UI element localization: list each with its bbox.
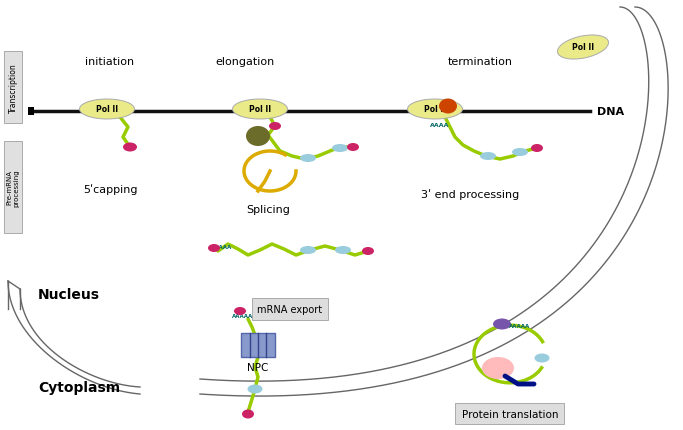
- Text: AAAAA: AAAAA: [510, 324, 531, 329]
- Ellipse shape: [557, 36, 609, 60]
- Text: Pol II: Pol II: [96, 105, 118, 114]
- Text: Splicing: Splicing: [246, 205, 290, 215]
- Text: Pol II: Pol II: [249, 105, 271, 114]
- Ellipse shape: [300, 246, 316, 255]
- FancyBboxPatch shape: [4, 52, 22, 124]
- FancyBboxPatch shape: [456, 404, 565, 424]
- Ellipse shape: [269, 123, 281, 131]
- Ellipse shape: [362, 247, 374, 255]
- Text: Transcription: Transcription: [8, 63, 18, 113]
- Ellipse shape: [512, 149, 528, 157]
- Text: AAAA: AAAA: [430, 123, 449, 128]
- Ellipse shape: [332, 144, 348, 153]
- Ellipse shape: [480, 153, 496, 161]
- Text: AAAAA: AAAAA: [232, 314, 253, 319]
- Bar: [28, 108, 34, 116]
- FancyBboxPatch shape: [241, 333, 275, 357]
- Ellipse shape: [493, 319, 511, 330]
- Text: Nucleus: Nucleus: [38, 287, 100, 301]
- Ellipse shape: [234, 307, 246, 315]
- Ellipse shape: [535, 354, 550, 362]
- Text: Pre-mRNA
processing: Pre-mRNA processing: [7, 169, 20, 206]
- Ellipse shape: [347, 144, 359, 152]
- Text: 3ʹ end processing: 3ʹ end processing: [421, 189, 519, 200]
- Ellipse shape: [247, 384, 262, 393]
- Text: DNA: DNA: [597, 107, 624, 117]
- Text: 5ʹcapping: 5ʹcapping: [83, 184, 137, 195]
- Text: mRNA export: mRNA export: [257, 304, 322, 314]
- Text: Protein translation: Protein translation: [462, 409, 558, 419]
- Ellipse shape: [531, 144, 543, 153]
- Ellipse shape: [408, 100, 462, 120]
- Ellipse shape: [246, 127, 270, 147]
- Text: NPC: NPC: [247, 362, 268, 372]
- Text: termination: termination: [447, 57, 512, 67]
- Ellipse shape: [123, 143, 137, 152]
- FancyBboxPatch shape: [252, 298, 328, 320]
- Ellipse shape: [482, 357, 514, 379]
- FancyBboxPatch shape: [4, 141, 22, 233]
- Ellipse shape: [300, 155, 316, 163]
- Text: Pol II: Pol II: [424, 105, 446, 114]
- Text: AAAAA: AAAAA: [211, 245, 233, 250]
- Ellipse shape: [439, 99, 457, 114]
- Text: elongation: elongation: [215, 57, 275, 67]
- Text: Pol II: Pol II: [572, 43, 594, 52]
- Text: Cytoplasm: Cytoplasm: [38, 380, 120, 394]
- Ellipse shape: [79, 100, 135, 120]
- Ellipse shape: [208, 244, 220, 252]
- Text: initiation: initiation: [85, 57, 135, 67]
- Ellipse shape: [232, 100, 288, 120]
- Ellipse shape: [335, 246, 351, 255]
- Ellipse shape: [242, 409, 254, 418]
